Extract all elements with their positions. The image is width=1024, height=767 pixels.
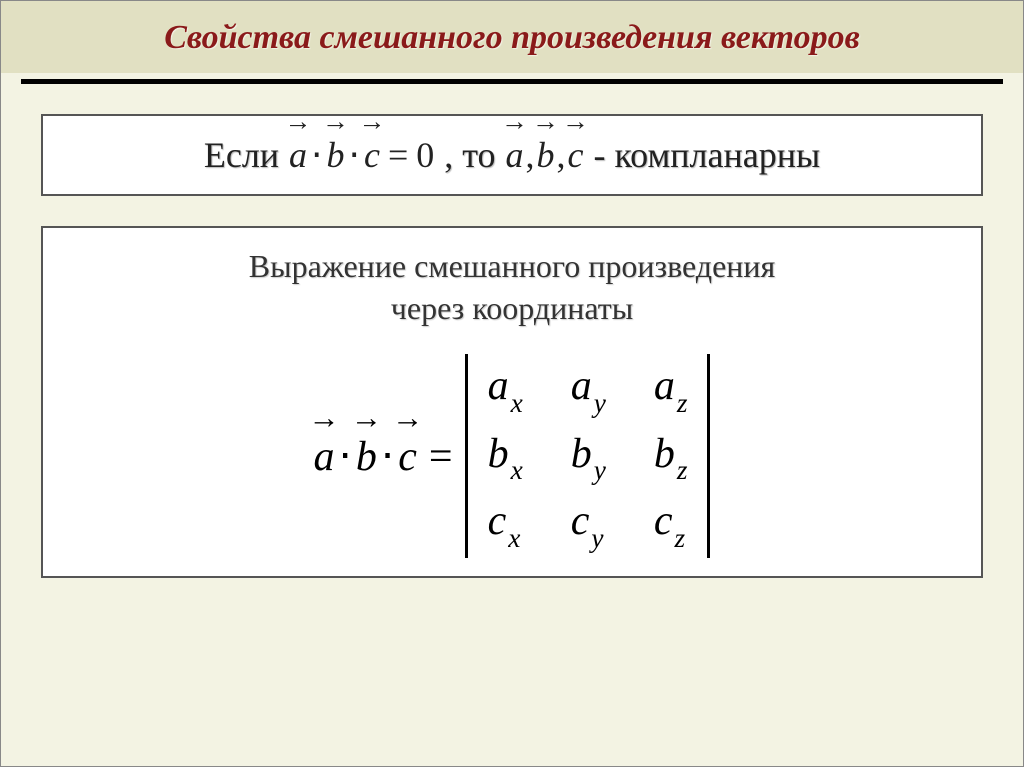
cell-sub: z: [677, 388, 688, 418]
vector-b: →b: [327, 134, 345, 176]
cell-base: b: [488, 431, 509, 477]
cell-sub: y: [591, 523, 603, 553]
cell-cx: cx: [488, 497, 523, 550]
vector-b-label: b: [537, 135, 555, 175]
vector-a-label: a: [314, 434, 335, 480]
vector-a: →a: [289, 134, 307, 176]
cell-sub: x: [508, 523, 520, 553]
vector-c: →c: [364, 134, 380, 176]
cell-sub: z: [675, 523, 686, 553]
det-grid: ax ay az bx by bz cx cy cz: [468, 354, 708, 558]
cell-cy: cy: [571, 497, 606, 550]
vector-c: →c: [398, 433, 417, 481]
cell-base: c: [654, 498, 673, 544]
vectors-list: →a, →b, →c: [506, 134, 584, 176]
vector-a: →a: [314, 433, 335, 481]
determinant-title-l2: через координаты: [391, 290, 633, 326]
cell-sub: y: [594, 388, 606, 418]
determinant: ax ay az bx by bz cx cy cz: [465, 354, 711, 558]
vector-a: →a: [506, 134, 524, 176]
determinant-title-l1: Выражение смешанного произведения: [249, 248, 776, 284]
cell-ay: ay: [571, 362, 606, 415]
comma: ,: [557, 134, 566, 176]
cell-base: c: [571, 498, 590, 544]
coplanarity-box: Если →a ⋅ →b ⋅ →c = 0 , то →a, →b, →c - …: [41, 114, 983, 196]
cell-base: a: [488, 363, 509, 409]
if-text: Если: [204, 134, 279, 176]
cell-cz: cz: [654, 497, 688, 550]
formula-lhs: →a ⋅ →b ⋅ →c =: [314, 431, 465, 481]
dot-op: ⋅: [349, 134, 360, 176]
content: Если →a ⋅ →b ⋅ →c = 0 , то →a, →b, →c - …: [1, 84, 1023, 628]
cell-base: a: [654, 363, 675, 409]
equals: =: [388, 134, 408, 176]
vector-c-label: c: [568, 135, 584, 175]
cell-ax: ax: [488, 362, 523, 415]
vector-a-label: a: [506, 135, 524, 175]
dot-op: ⋅: [381, 431, 394, 481]
vector-c-label: c: [398, 434, 417, 480]
cell-base: c: [488, 498, 507, 544]
cell-sub: z: [677, 455, 688, 485]
page-title: Свойства смешанного произведения векторо…: [21, 19, 1003, 57]
comma: ,: [526, 134, 535, 176]
cell-sub: x: [511, 455, 523, 485]
equals: =: [429, 433, 453, 481]
then-text: , то: [444, 134, 495, 176]
cell-az: az: [654, 362, 688, 415]
cell-base: a: [571, 363, 592, 409]
dot-op: ⋅: [339, 431, 352, 481]
slide: Свойства смешанного произведения векторо…: [0, 0, 1024, 767]
cell-bz: bz: [654, 430, 688, 483]
det-bar-right: [707, 354, 710, 558]
triple-product-zero: →a ⋅ →b ⋅ →c = 0: [289, 134, 434, 176]
vector-b-label: b: [356, 434, 377, 480]
vector-b-label: b: [327, 135, 345, 175]
vector-c: →c: [568, 134, 584, 176]
zero: 0: [416, 134, 434, 176]
cell-sub: x: [511, 388, 523, 418]
coplanar-text: - компланарны: [594, 134, 821, 176]
vector-b: →b: [356, 433, 377, 481]
cell-base: b: [571, 431, 592, 477]
determinant-box: Выражение смешанного произведения через …: [41, 226, 983, 578]
cell-base: b: [654, 431, 675, 477]
vector-c-label: c: [364, 135, 380, 175]
determinant-formula: →a ⋅ →b ⋅ →c = ax ay az bx by bz: [63, 354, 961, 558]
vector-b: →b: [537, 134, 555, 176]
vector-a-label: a: [289, 135, 307, 175]
cell-bx: bx: [488, 430, 523, 483]
dot-op: ⋅: [311, 134, 322, 176]
cell-by: by: [571, 430, 606, 483]
determinant-title: Выражение смешанного произведения через …: [63, 246, 961, 329]
title-bar: Свойства смешанного произведения векторо…: [1, 1, 1023, 73]
cell-sub: y: [594, 455, 606, 485]
